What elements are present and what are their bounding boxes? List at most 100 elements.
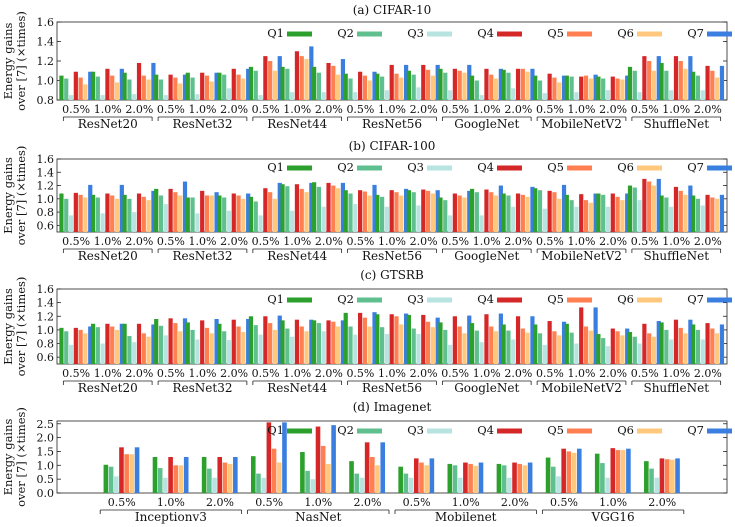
- bar-q6: [670, 459, 675, 493]
- bar-q5: [268, 192, 273, 232]
- y-tick-label: 1.5: [37, 445, 55, 458]
- x-tick-label: 1.0%: [473, 367, 501, 380]
- group-label: ResNet44: [267, 117, 327, 131]
- bar-q1: [501, 69, 506, 100]
- bar-q4: [484, 314, 489, 364]
- bar-q6: [367, 80, 372, 100]
- x-tick-label: 1.0%: [473, 103, 501, 116]
- bar-q3: [226, 340, 232, 364]
- bar-q2: [664, 329, 669, 364]
- x-tick-label: 2.0%: [315, 103, 343, 116]
- bar-q7: [593, 193, 598, 232]
- x-tick-label: 0.5%: [252, 103, 280, 116]
- bar-q3: [321, 331, 326, 364]
- x-tick-label: 0.5%: [346, 367, 374, 380]
- bar-q1: [217, 323, 222, 364]
- x-tick-label: 0.5%: [157, 103, 185, 116]
- bar-q6: [588, 78, 593, 100]
- x-tick-label: 1.0%: [662, 367, 690, 380]
- bar-q1: [627, 185, 633, 232]
- bar-q1: [300, 452, 305, 493]
- bar-q2: [354, 473, 360, 493]
- x-tick-label: 1.0%: [662, 235, 690, 248]
- legend-label: Q7: [687, 26, 704, 40]
- group-label: ResNet44: [267, 249, 327, 263]
- bar-q7: [675, 458, 680, 493]
- legend-swatch: [637, 165, 662, 171]
- bar-q5: [204, 75, 210, 100]
- y-tick-label: 0.0: [37, 487, 55, 500]
- legend-label: Q6: [617, 292, 634, 306]
- bar-q6: [493, 195, 499, 232]
- bar-q2: [601, 78, 606, 100]
- bar-q1: [627, 331, 633, 364]
- bar-q1: [248, 66, 254, 100]
- bar-q1: [185, 72, 190, 100]
- bar-q4: [263, 316, 268, 364]
- bar-q7: [467, 315, 472, 364]
- bar-q2: [64, 331, 69, 364]
- chart-panel-4: [56, 420, 732, 514]
- legend-swatch: [567, 31, 592, 37]
- x-tick-label: 2.0%: [599, 235, 627, 248]
- bar-q5: [647, 61, 652, 100]
- y-tick-label: 0.8: [37, 94, 55, 107]
- bar-q6: [241, 331, 246, 364]
- bar-q2: [253, 325, 258, 364]
- bar-q1: [447, 463, 453, 493]
- bar-q7: [182, 181, 188, 232]
- bar-q3: [654, 477, 660, 493]
- x-tick-label: 1.0%: [189, 367, 217, 380]
- bar-q5: [362, 75, 368, 100]
- x-tick-label: 0.5%: [62, 367, 90, 380]
- bar-q5: [419, 462, 424, 493]
- bar-q5: [320, 445, 326, 493]
- bar-q6: [272, 198, 278, 232]
- bar-q2: [348, 193, 353, 232]
- bar-q4: [452, 68, 457, 100]
- bar-q4: [119, 447, 124, 493]
- legend-label: Q3: [407, 423, 424, 437]
- bar-q6: [525, 332, 530, 364]
- x-tick-label: 1.0%: [94, 367, 122, 380]
- group-label: ShuffleNet: [643, 381, 709, 395]
- legend-label: Q3: [407, 26, 424, 40]
- bar-q1: [438, 68, 443, 100]
- y-tick-label: 1.6: [37, 283, 55, 296]
- legend-swatch: [357, 428, 382, 434]
- bar-q2: [222, 74, 227, 100]
- bar-q2: [452, 465, 458, 493]
- bar-q2: [569, 200, 574, 232]
- bar-q4: [105, 68, 110, 100]
- bar-q3: [226, 210, 232, 232]
- x-tick-label: 0.5%: [108, 496, 136, 509]
- bar-q6: [557, 198, 562, 232]
- bar-q6: [493, 331, 499, 364]
- bar-q6: [178, 331, 183, 364]
- bar-q2: [316, 186, 322, 232]
- bar-q1: [152, 457, 158, 493]
- x-tick-label: 0.5%: [441, 367, 469, 380]
- group-label: MobileNetV2: [541, 117, 622, 131]
- bar-q4: [263, 56, 268, 100]
- bar-q2: [127, 79, 132, 100]
- bar-q4: [463, 462, 468, 493]
- bar-q6: [715, 333, 720, 364]
- bar-q3: [261, 477, 266, 493]
- bar-q2: [285, 328, 290, 364]
- bar-q1: [496, 463, 502, 493]
- bar-q5: [362, 317, 368, 364]
- bar-q1: [564, 323, 569, 364]
- legend-label: Q1: [267, 26, 284, 40]
- x-tick-label: 0.5%: [157, 367, 185, 380]
- bar-q3: [700, 339, 705, 364]
- bar-q6: [620, 200, 625, 232]
- bar-q1: [659, 62, 664, 100]
- bar-q2: [695, 75, 701, 100]
- bar-q2: [600, 463, 605, 493]
- bar-q7: [246, 68, 251, 100]
- group-label: MobileNetV2: [541, 249, 622, 263]
- bar-q3: [100, 95, 105, 100]
- bar-q3: [669, 339, 674, 364]
- bar-q5: [110, 75, 115, 100]
